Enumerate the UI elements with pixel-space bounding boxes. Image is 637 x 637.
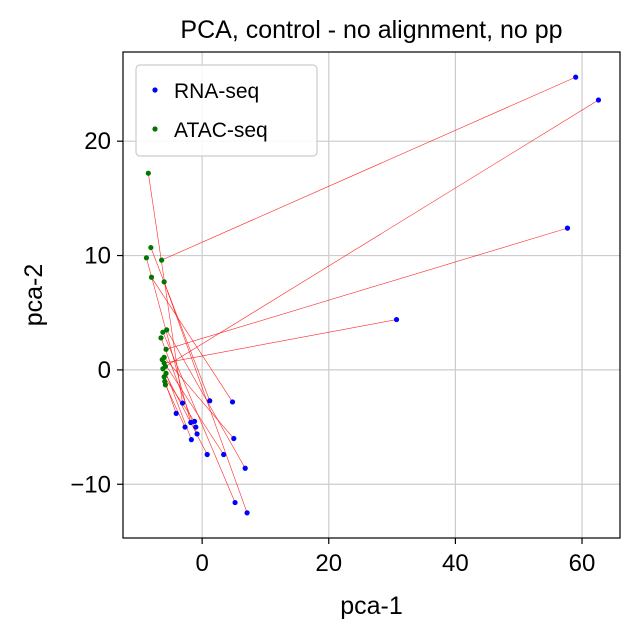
rna-seq-point — [564, 225, 571, 231]
legend-label-atac-seq: ATAC-seq — [174, 119, 268, 142]
rna-seq-point — [393, 316, 400, 323]
grid — [123, 52, 620, 538]
alignment-link — [160, 337, 198, 435]
y-axis-label: pca-2 — [20, 264, 48, 327]
data-points — [143, 74, 602, 516]
alignment-link — [166, 329, 246, 469]
atac-seq-point — [161, 279, 167, 285]
alignment-link — [163, 357, 235, 439]
atac-seq-point — [161, 374, 167, 380]
y-tick-label: 0 — [98, 357, 111, 384]
alignment-link — [161, 76, 576, 261]
alignment-link — [164, 319, 397, 364]
legend-label-rna-seq: RNA-seq — [174, 80, 259, 103]
rna-seq-point — [242, 465, 248, 471]
alignment-link — [146, 257, 192, 423]
atac-seq-point — [148, 244, 154, 251]
legend-marker-atac-seq — [152, 126, 158, 132]
rna-seq-point — [193, 424, 199, 430]
rna-seq-point — [232, 499, 238, 506]
rna-seq-point — [188, 419, 194, 426]
rna-seq-point — [244, 510, 250, 516]
y-tick-label: 20 — [84, 128, 111, 155]
atac-seq-point — [164, 327, 170, 333]
legend: RNA-seq ATAC-seq — [135, 64, 318, 157]
x-tick-label: 60 — [569, 550, 596, 577]
atac-seq-point — [158, 335, 164, 341]
atac-seq-point — [148, 274, 155, 280]
rna-seq-point — [229, 399, 236, 405]
rna-seq-point — [179, 400, 186, 406]
alignment-links — [146, 76, 599, 513]
alignment-link — [165, 227, 568, 350]
x-tick-label: 0 — [195, 550, 208, 577]
y-tick-label: 10 — [84, 243, 111, 270]
x-tick-label: 40 — [442, 550, 469, 577]
y-tick-label: −10 — [70, 471, 111, 498]
chart-title: PCA, control - no alignment, no pp — [180, 16, 562, 44]
atac-seq-point — [143, 255, 150, 261]
rna-seq-point — [182, 424, 188, 430]
rna-seq-point — [221, 451, 227, 458]
rna-seq-point — [188, 437, 194, 443]
alignment-link — [162, 359, 224, 455]
rna-seq-point — [595, 97, 602, 103]
x-axis-label: pca-1 — [340, 592, 403, 620]
alignment-link — [163, 281, 248, 513]
alignment-link — [165, 373, 192, 440]
legend-box — [135, 64, 318, 157]
plot-frame — [122, 51, 621, 539]
atac-seq-point — [162, 382, 169, 388]
rna-seq-point — [207, 398, 213, 404]
atac-seq-point — [145, 170, 151, 176]
axis-ticks: 0 20 40 60 −10 0 10 20 — [70, 128, 595, 577]
rna-seq-point — [231, 435, 237, 442]
alignment-link — [165, 384, 186, 428]
rna-seq-point — [194, 431, 200, 437]
rna-seq-point — [573, 74, 579, 80]
alignment-link — [151, 277, 233, 403]
atac-seq-point — [159, 257, 165, 263]
x-tick-label: 20 — [315, 550, 342, 577]
alignment-link — [162, 332, 236, 503]
alignment-link — [150, 247, 211, 401]
atac-seq-point — [160, 366, 166, 372]
alignment-link — [162, 368, 208, 455]
alignment-link — [165, 99, 599, 367]
rna-seq-point — [173, 410, 179, 416]
rna-seq-point — [204, 451, 210, 458]
atac-seq-point — [163, 346, 169, 352]
legend-marker-rna-seq — [152, 87, 158, 93]
atac-seq-point — [160, 329, 166, 335]
